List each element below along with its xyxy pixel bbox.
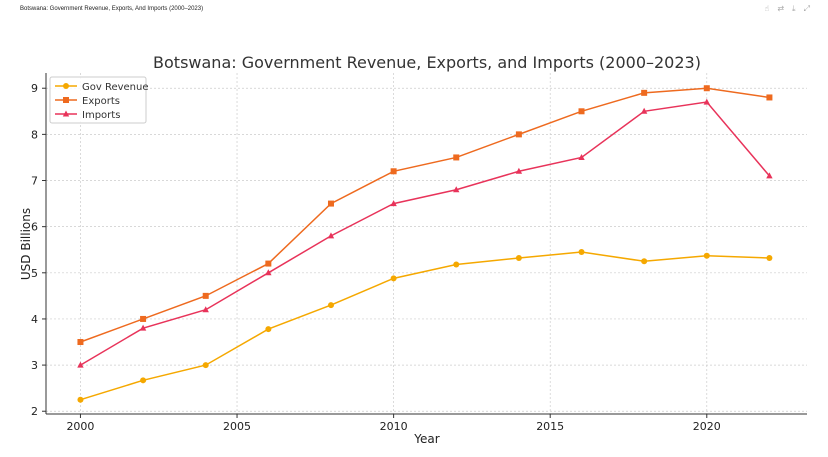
data-point xyxy=(202,362,209,369)
chart-title: Botswana: Government Revenue, Exports, a… xyxy=(153,53,701,72)
data-point xyxy=(578,153,585,160)
data-point xyxy=(390,200,397,207)
data-point xyxy=(453,261,460,268)
data-point xyxy=(390,275,397,282)
legend-marker xyxy=(62,110,70,117)
legend-label: Imports xyxy=(82,110,120,121)
series-line-exports xyxy=(80,87,770,343)
legend-marker xyxy=(63,97,69,103)
x-tick-label: 2000 xyxy=(66,420,94,433)
expand-icon[interactable]: ⤢ xyxy=(803,4,810,13)
data-point xyxy=(703,98,710,105)
y-tick-label: 9 xyxy=(31,82,38,95)
legend-box xyxy=(49,76,147,124)
y-tick-label: 3 xyxy=(31,359,38,372)
data-point xyxy=(390,168,397,175)
y-tick-label: 5 xyxy=(31,267,38,280)
x-tick-label: 2020 xyxy=(693,420,721,433)
data-point xyxy=(327,302,334,309)
data-point xyxy=(703,85,710,92)
header-toolbar: ☝ ⇄ ⤓ ⤢ xyxy=(764,4,810,14)
x-axis-label: Year xyxy=(413,432,439,446)
y-tick-label: 7 xyxy=(31,175,38,188)
series-line-gov-revenue xyxy=(80,251,770,401)
data-point xyxy=(202,292,209,299)
data-point xyxy=(453,186,460,193)
data-point xyxy=(327,200,334,207)
data-point xyxy=(515,167,523,174)
download-icon[interactable]: ⤓ xyxy=(792,4,796,13)
data-point xyxy=(140,377,147,384)
swap-icon[interactable]: ⇄ xyxy=(777,4,785,13)
data-point xyxy=(202,306,209,313)
data-point xyxy=(77,361,84,368)
series-line-imports xyxy=(80,101,770,366)
data-point xyxy=(641,258,648,265)
y-tick-label: 8 xyxy=(31,128,38,141)
pointer-icon[interactable]: ☝ xyxy=(764,4,770,13)
legend-marker xyxy=(63,83,69,89)
y-tick-label: 4 xyxy=(31,313,38,326)
data-point xyxy=(453,154,460,161)
data-point xyxy=(641,89,648,96)
data-point xyxy=(265,260,272,267)
data-point xyxy=(766,94,773,101)
data-point xyxy=(515,131,522,138)
x-tick-label: 2005 xyxy=(223,420,251,433)
data-point xyxy=(139,324,147,331)
legend-label: Exports xyxy=(82,96,120,107)
data-point xyxy=(578,108,585,115)
data-point xyxy=(140,315,147,322)
data-point xyxy=(578,249,585,256)
data-point xyxy=(265,269,272,276)
data-point xyxy=(703,252,710,259)
data-point xyxy=(77,339,84,346)
data-point xyxy=(515,255,522,262)
y-axis-label: USD Billions xyxy=(19,208,33,280)
header-title: Botswana: Government Revenue, Exports, A… xyxy=(20,6,204,12)
y-tick-label: 2 xyxy=(31,405,38,418)
x-tick-label: 2010 xyxy=(380,420,408,433)
data-point xyxy=(766,172,773,179)
x-tick-label: 2015 xyxy=(536,420,564,433)
y-tick-label: 6 xyxy=(31,221,38,234)
data-point xyxy=(265,326,272,333)
data-point xyxy=(327,232,335,239)
data-point xyxy=(766,255,773,262)
data-point xyxy=(77,396,84,403)
data-point xyxy=(640,107,648,114)
legend-label: Gov Revenue xyxy=(82,82,149,93)
